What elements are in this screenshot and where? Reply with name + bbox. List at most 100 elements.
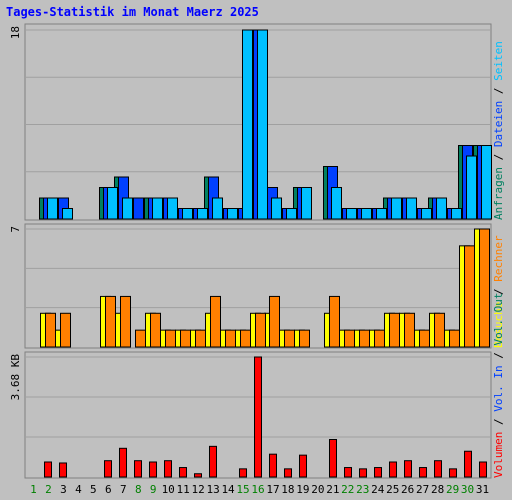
chart-panel-3: 3.68 KB Volumen / Vol. In / Vol. Out [9, 293, 505, 479]
bar [209, 445, 217, 478]
bar [464, 245, 475, 348]
y-axis-max-label: 7 [9, 226, 22, 233]
bar [451, 208, 462, 220]
bar [194, 473, 202, 478]
legend-separator: / [492, 81, 505, 101]
bar [227, 208, 238, 220]
x-tick-label: 12 [192, 483, 205, 496]
bar [374, 467, 382, 478]
bar [271, 197, 282, 220]
bar [254, 356, 262, 478]
x-tick-label: 15 [236, 483, 249, 496]
bar [149, 461, 157, 478]
bar [122, 197, 133, 220]
series-volumen [44, 356, 487, 478]
x-tick-label: 25 [386, 483, 399, 496]
bar [239, 468, 247, 478]
bar [167, 197, 178, 220]
bar [45, 312, 56, 348]
bar [134, 460, 142, 478]
x-tick-label: 21 [326, 483, 339, 496]
legend-entry: Rechner [492, 235, 505, 282]
bar [257, 29, 268, 220]
bar [179, 467, 187, 478]
bar [479, 461, 487, 478]
bar [329, 295, 340, 348]
bar [105, 295, 116, 348]
legend-entry: Besuche [492, 302, 505, 348]
bar [464, 450, 472, 478]
bar [212, 197, 223, 220]
bar [344, 329, 355, 348]
bar [419, 467, 427, 478]
bar [152, 197, 163, 220]
bar [62, 208, 73, 220]
bar [269, 453, 277, 478]
bar [59, 462, 67, 478]
legend: Anfragen / Dateien / Seiten [492, 41, 505, 220]
bar [466, 155, 477, 220]
bar [299, 329, 310, 348]
x-tick-label: 14 [221, 483, 235, 496]
bar [44, 461, 52, 478]
x-tick-label: 23 [356, 483, 369, 496]
bar [225, 329, 236, 348]
bar [481, 145, 492, 220]
bar [240, 329, 251, 348]
bar [269, 295, 280, 348]
y-axis-max-label: 3.68 KB [9, 354, 22, 401]
bar [133, 197, 144, 220]
bar [197, 208, 208, 220]
chart-panel-1: 18 Anfragen / Dateien / Seiten [9, 23, 505, 221]
bar [389, 461, 397, 478]
x-tick-label: 19 [296, 483, 309, 496]
legend-entry: Anfragen [492, 167, 505, 220]
bar [299, 454, 307, 478]
y-axis-max-label: 18 [9, 26, 22, 39]
bar [107, 187, 118, 220]
x-tick-label: 30 [461, 483, 474, 496]
bar [434, 312, 445, 348]
bar [255, 312, 266, 348]
x-tick-label: 31 [476, 483, 489, 496]
bar [419, 329, 430, 348]
bar [421, 208, 432, 220]
bar [359, 468, 367, 478]
x-tick-label: 11 [177, 483, 190, 496]
bar [436, 197, 447, 220]
legend-separator: / [492, 147, 505, 167]
bar [301, 187, 312, 220]
x-tick-label: 29 [446, 483, 459, 496]
series-rechner [45, 228, 490, 348]
bar [135, 329, 146, 348]
legend: Besuche / Rechner [492, 235, 505, 348]
x-tick-label: 26 [401, 483, 414, 496]
x-tick-label: 18 [281, 483, 294, 496]
legend: Volumen / Vol. In / Vol. Out [492, 293, 505, 478]
bar [404, 312, 415, 348]
chart-panels: 18 Anfragen / Dateien / Seiten 7 Besuche / … [9, 23, 505, 479]
x-tick-label: 6 [105, 483, 112, 496]
x-tick-label: 10 [162, 483, 175, 496]
bar [331, 187, 342, 220]
legend-separator: / [492, 282, 505, 302]
bar [449, 468, 457, 478]
x-tick-label: 17 [266, 483, 279, 496]
bar [47, 197, 58, 220]
chart-panel-2: 7 Besuche / Rechner [9, 223, 505, 349]
x-tick-label: 22 [341, 483, 354, 496]
bar [195, 329, 206, 348]
bar [434, 460, 442, 478]
bar [164, 460, 172, 478]
legend-separator: / [492, 346, 505, 366]
x-tick-label: 2 [45, 483, 52, 496]
bar [182, 208, 193, 220]
bar [119, 447, 127, 478]
bar [165, 329, 176, 348]
x-tick-label: 1 [30, 483, 37, 496]
bar [210, 295, 221, 348]
bar [479, 228, 490, 348]
bar [150, 312, 161, 348]
